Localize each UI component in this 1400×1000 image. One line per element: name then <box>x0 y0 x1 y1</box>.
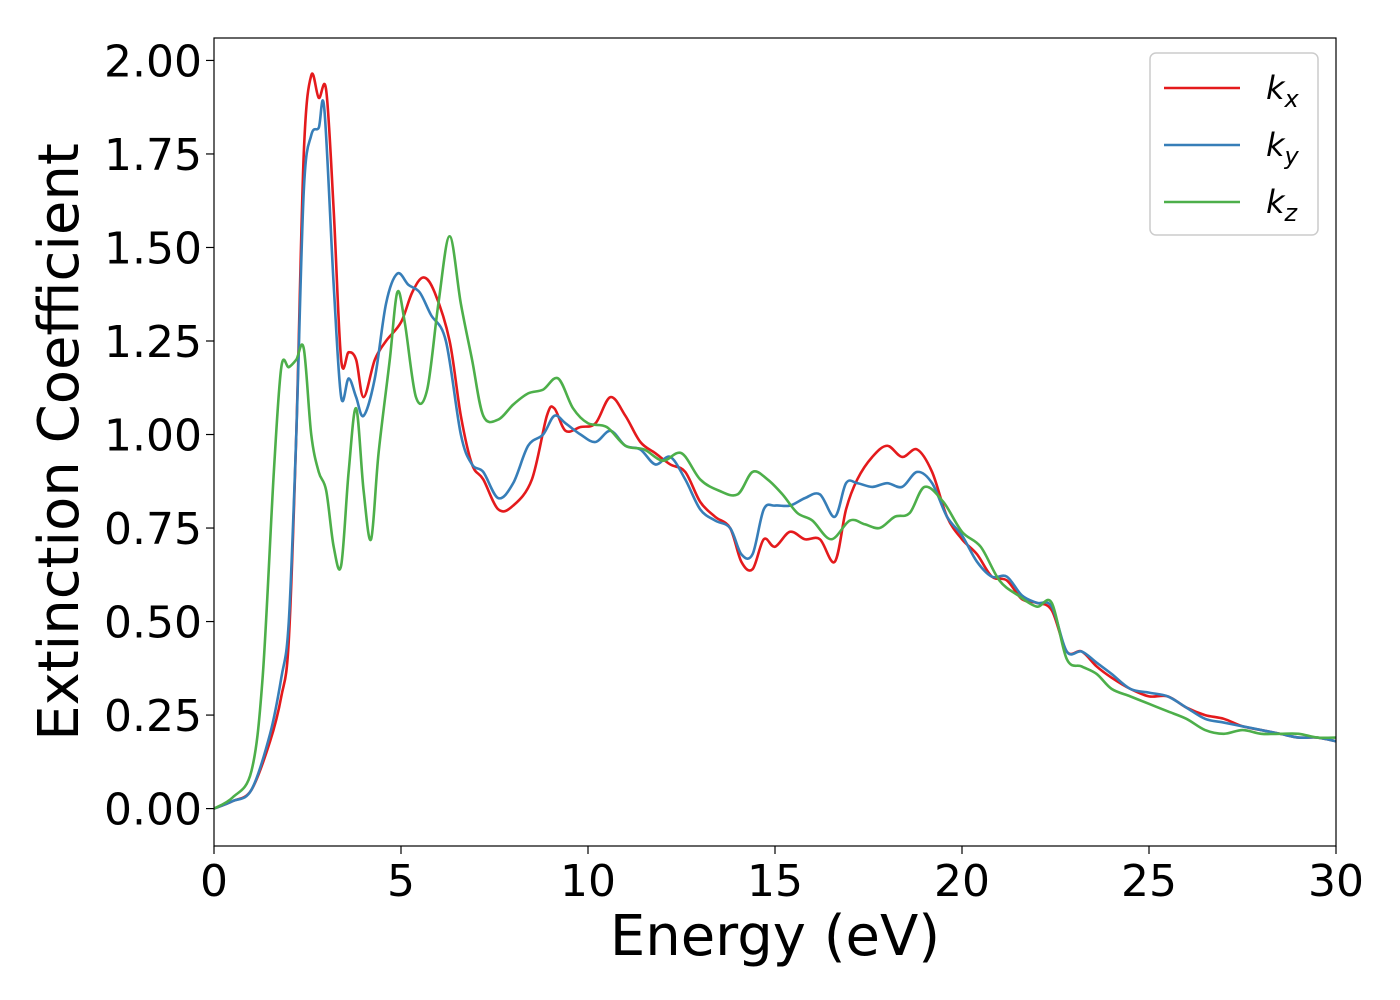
x-tick-label: 10 <box>560 856 616 907</box>
x-tick-label: 30 <box>1308 856 1364 907</box>
y-tick-label: 1.00 <box>104 411 202 462</box>
y-tick-label: 0.25 <box>104 691 202 742</box>
legend-label-kx: kx <box>1266 69 1300 113</box>
legend-label-subscript: x <box>1284 85 1300 113</box>
x-tick-label: 5 <box>387 856 415 907</box>
legend-label-ky: ky <box>1266 126 1300 170</box>
x-axis-title: Energy (eV) <box>610 904 940 969</box>
series-line-ky <box>214 99 1336 810</box>
legend-label-base: k <box>1266 69 1286 107</box>
y-tick-label: 0.00 <box>104 785 202 836</box>
legend-label-kz: kz <box>1266 183 1299 227</box>
y-axis: 0.00 0.25 0.50 0.75 1.00 1.25 1.50 1.75 2.00 <box>104 36 214 836</box>
legend-label-base: k <box>1266 126 1286 164</box>
y-tick-label: 1.75 <box>104 130 202 181</box>
y-tick-label: 1.50 <box>104 223 202 274</box>
plot-area <box>214 72 1336 810</box>
series-layer <box>214 72 1336 810</box>
x-tick-label: 0 <box>200 856 228 907</box>
legend-label-subscript: z <box>1284 199 1299 227</box>
x-tick-label: 25 <box>1121 856 1177 907</box>
x-tick-label: 20 <box>934 856 990 907</box>
y-tick-label: 2.00 <box>104 36 202 87</box>
series-line-kz <box>214 234 1336 810</box>
y-tick-label: 1.25 <box>104 317 202 368</box>
legend-label-base: k <box>1266 183 1286 221</box>
y-axis-title: Extinction Coefficient <box>27 143 92 741</box>
y-tick-label: 0.75 <box>104 504 202 555</box>
legend-label-subscript: y <box>1284 142 1300 170</box>
x-axis: 0 5 10 15 20 25 30 <box>200 846 1364 907</box>
y-tick-label: 0.50 <box>104 598 202 649</box>
x-tick-label: 15 <box>747 856 803 907</box>
